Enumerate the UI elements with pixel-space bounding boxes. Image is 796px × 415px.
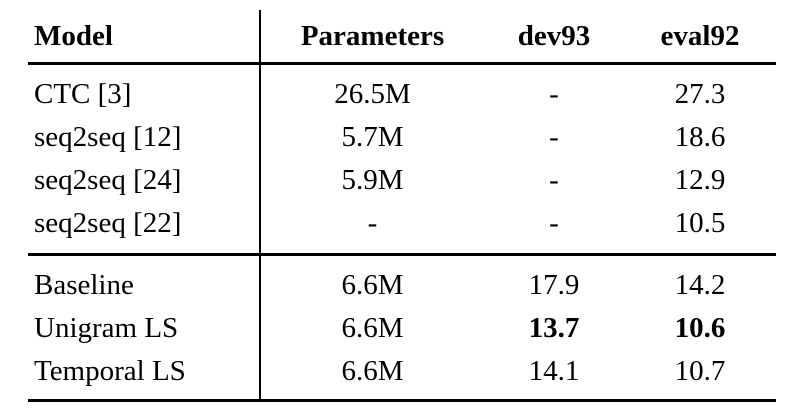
cell-dev93: - xyxy=(549,121,559,153)
cell-eval92: 10.5 xyxy=(624,202,776,256)
cell-parameters: 6.6M xyxy=(260,350,484,402)
table-row: Baseline 6.6M 17.9 14.2 xyxy=(28,254,776,307)
cell-model: Baseline xyxy=(28,254,261,307)
cell-eval92: 10.7 xyxy=(624,350,776,402)
cell-parameters: 26.5M xyxy=(334,78,411,110)
header-eval92: eval92 xyxy=(624,10,776,65)
cell-model: seq2seq [24] xyxy=(28,159,261,202)
cell-parameters: 6.6M xyxy=(341,312,404,344)
table-row: seq2seq [12] 5.7M - 18.6 xyxy=(28,116,776,159)
cell-eval92: 27.3 xyxy=(674,78,726,110)
cell-dev93: 17.9 xyxy=(528,269,580,301)
cell-parameters: 5.9M xyxy=(341,164,404,196)
header-model: Model xyxy=(28,10,261,65)
cell-model: Temporal LS xyxy=(28,350,261,402)
cell-parameters: 6.6M xyxy=(341,269,404,301)
table-row: Unigram LS 6.6M 13.7 10.6 xyxy=(28,307,776,350)
table-row: Temporal LS 6.6M 14.1 10.7 xyxy=(28,350,776,402)
cell-dev93: 14.1 xyxy=(484,350,624,402)
table-row: seq2seq [24] 5.9M - 12.9 xyxy=(28,159,776,202)
header-parameters: Parameters xyxy=(260,10,484,65)
cell-model: CTC [3] xyxy=(28,63,261,116)
cell-eval92-best: 10.6 xyxy=(674,312,726,344)
cell-dev93: - xyxy=(484,202,624,256)
cell-model: Unigram LS xyxy=(28,307,261,350)
cell-parameters: - xyxy=(260,202,484,256)
cell-eval92: 14.2 xyxy=(674,269,726,301)
table-header: Model Parameters dev93 eval92 xyxy=(28,10,776,65)
cell-parameters: 5.7M xyxy=(341,121,404,153)
cell-dev93-best: 13.7 xyxy=(528,312,580,344)
table-body: CTC [3] 26.5M - 27.3 seq2seq [12] 5.7M -… xyxy=(28,63,776,402)
header-row: Model Parameters dev93 eval92 xyxy=(28,10,776,65)
table-row: seq2seq [22] - - 10.5 xyxy=(28,202,776,256)
cell-model: seq2seq [22] xyxy=(28,202,261,256)
results-table: Model Parameters dev93 eval92 CTC [3] 26… xyxy=(28,10,776,402)
cell-model: seq2seq [12] xyxy=(28,116,261,159)
cell-eval92: 12.9 xyxy=(674,164,726,196)
header-dev93: dev93 xyxy=(484,10,624,65)
cell-eval92: 18.6 xyxy=(674,121,726,153)
cell-dev93: - xyxy=(549,78,559,110)
cell-dev93: - xyxy=(549,164,559,196)
table-row: CTC [3] 26.5M - 27.3 xyxy=(28,63,776,116)
